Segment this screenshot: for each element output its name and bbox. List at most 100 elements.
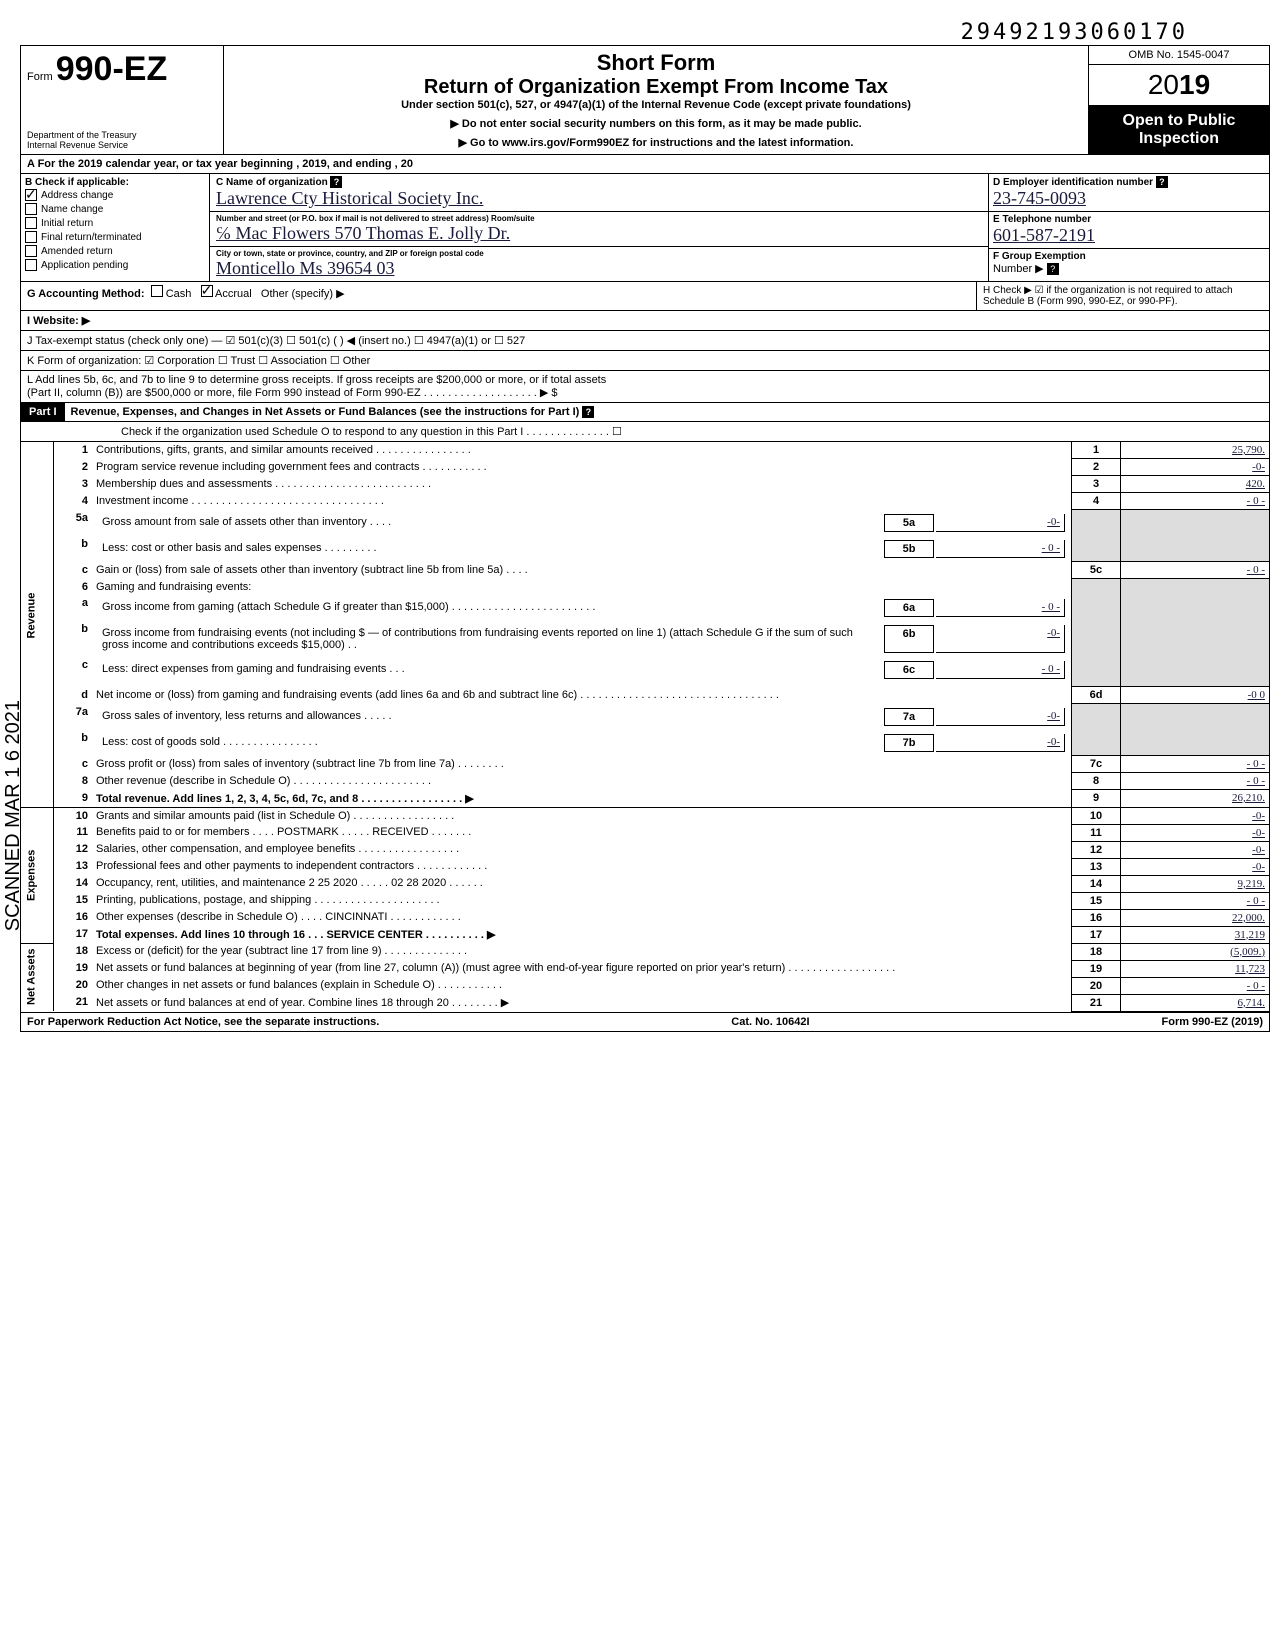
sub-amount: - 0 - [936,661,1065,679]
line-text: Total expenses. Add lines 10 through 16 … [92,926,1072,943]
line-num: 5a [54,510,93,536]
line-num: 9 [54,790,93,808]
label-phone: E Telephone number [993,214,1265,225]
line-num: d [54,687,93,704]
help-icon[interactable]: ? [582,406,594,418]
line-box: 9 [1072,790,1121,808]
title-main: Return of Organization Exempt From Incom… [234,76,1078,99]
line-amount: - 0 - [1121,756,1270,773]
omb-number: OMB No. 1545-0047 [1089,46,1269,65]
line-box: 17 [1072,926,1121,943]
line-box: 8 [1072,773,1121,790]
chk-address-change[interactable]: Address change [25,188,205,202]
identity-block: B Check if applicable: Address change Na… [21,174,1269,282]
line-amount: - 0 - [1121,562,1270,579]
sub-amount: -0- [936,625,1065,653]
line-text: Benefits paid to or for members . . . . … [92,824,1072,841]
chk-label: Amended return [41,246,113,257]
line-amount: -0- [1121,807,1270,824]
chk-label: Address change [41,190,113,201]
instruction-url: ▶ Go to www.irs.gov/Form990EZ for instru… [234,136,1078,149]
line-num: 1 [54,442,93,459]
form-number: 990-EZ [56,50,168,89]
label-city: City or town, state or province, country… [216,249,982,258]
chk-cash[interactable] [151,285,163,297]
sub-text: Less: cost of goods sold . . . . . . . .… [98,734,882,752]
section-b: B Check if applicable: Address change Na… [21,174,210,281]
chk-amended[interactable]: Amended return [25,244,205,258]
line-text: Total revenue. Add lines 1, 2, 3, 4, 5c,… [92,790,1072,808]
line-box: 12 [1072,841,1121,858]
chk-accrual[interactable] [201,285,213,297]
line-box: 21 [1072,994,1121,1011]
line-text: Gaming and fundraising events: [92,579,1072,595]
line-text: Grants and similar amounts paid (list in… [92,807,1072,824]
line-text: Less: cost of goods sold . . . . . . . .… [92,730,1072,756]
line-text: Net assets or fund balances at end of ye… [92,994,1072,1011]
line-amount: 11,723 [1121,960,1270,977]
header-right: OMB No. 1545-0047 2019 Open to Public In… [1088,46,1269,154]
row-g: G Accounting Method: Cash Accrual Other … [21,282,976,310]
checkbox-icon [25,245,37,257]
sub-amount: -0- [936,708,1065,726]
org-name-value: Lawrence Cty Historical Society Inc. [216,188,982,209]
chk-application-pending[interactable]: Application pending [25,258,205,272]
chk-final-return[interactable]: Final return/terminated [25,230,205,244]
help-icon[interactable]: ? [330,176,342,188]
sub-amount: -0- [936,514,1065,532]
line-amount: - 0 - [1121,977,1270,994]
line-amount: -0- [1121,841,1270,858]
line-text: Gain or (loss) from sale of assets other… [92,562,1072,579]
line-box: 19 [1072,960,1121,977]
chk-initial-return[interactable]: Initial return [25,216,205,230]
dept-irs: Internal Revenue Service [27,140,217,150]
section-c: C Name of organization ? Lawrence Cty Hi… [210,174,988,281]
line-num: 13 [54,858,93,875]
gray-box [1072,579,1121,687]
sub-text: Less: direct expenses from gaming and fu… [98,661,882,679]
form-prefix: Form [27,71,53,83]
line-num: 17 [54,926,93,943]
help-icon[interactable]: ? [1156,176,1168,188]
line-num: b [54,730,93,756]
label-ein: D Employer identification number ? [993,176,1265,188]
line-num: 21 [54,994,93,1011]
part-1-label: Part I [21,403,65,421]
sub-amount: -0- [936,734,1065,752]
sub-box: 6b [884,625,934,653]
line-box: 2 [1072,459,1121,476]
gray-amt [1121,510,1270,562]
checkbox-icon [25,259,37,271]
line-box: 14 [1072,875,1121,892]
sub-text: Gross amount from sale of assets other t… [98,514,882,532]
document-locator-number: 29492193060170 [20,20,1268,45]
year-prefix: 20 [1148,69,1179,100]
line-amount: -0- [1121,858,1270,875]
open-public-1: Open to Public [1091,112,1267,130]
line-text: Net assets or fund balances at beginning… [92,960,1072,977]
row-h: H Check ▶ ☑ if the organization is not r… [976,282,1269,310]
part-1-check: Check if the organization used Schedule … [21,422,1269,442]
sub-amount: - 0 - [936,599,1065,617]
row-a-tax-year: A For the 2019 calendar year, or tax yea… [21,155,1269,174]
line-num: 19 [54,960,93,977]
row-l2: (Part II, column (B)) are $500,000 or mo… [21,386,1269,402]
header-title-block: Short Form Return of Organization Exempt… [224,46,1088,154]
footer-right: Form 990-EZ (2019) [1162,1016,1263,1028]
line-num: 12 [54,841,93,858]
line-text: Net income or (loss) from gaming and fun… [92,687,1072,704]
help-icon[interactable]: ? [1047,263,1059,275]
line-num: 18 [54,943,93,960]
label-org-name: C Name of organization ? [216,176,982,188]
line-num: c [54,756,93,773]
part-1-header: Part I Revenue, Expenses, and Changes in… [21,402,1269,422]
line-amount: 420. [1121,476,1270,493]
line-amount: - 0 - [1121,892,1270,909]
chk-name-change[interactable]: Name change [25,202,205,216]
label-address: Number and street (or P.O. box if mail i… [216,214,982,223]
form-990ez: Form 990-EZ Department of the Treasury I… [20,45,1270,1032]
chk-label: Application pending [41,260,128,271]
line-amount: 22,000. [1121,909,1270,926]
checkbox-icon [25,203,37,215]
instruction-ssn: ▶ Do not enter social security numbers o… [234,117,1078,130]
